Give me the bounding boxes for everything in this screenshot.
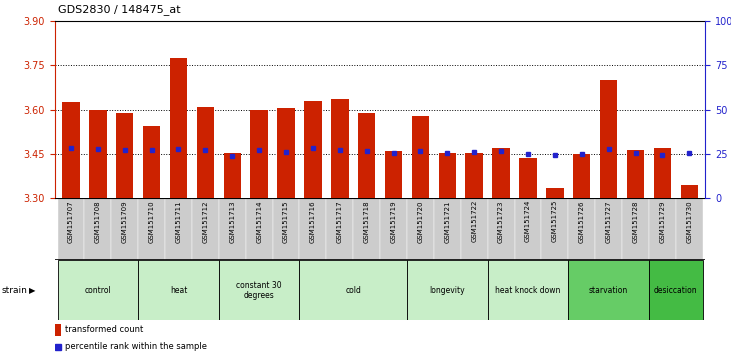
Text: GSM151725: GSM151725 bbox=[552, 200, 558, 242]
Bar bbox=[649, 198, 676, 260]
Bar bbox=[58, 260, 138, 320]
Bar bbox=[143, 126, 160, 198]
Bar bbox=[595, 198, 622, 260]
Text: cold: cold bbox=[345, 286, 361, 295]
Bar bbox=[138, 198, 165, 260]
Bar bbox=[219, 198, 246, 260]
Bar bbox=[300, 198, 326, 260]
Text: GSM151710: GSM151710 bbox=[148, 200, 155, 243]
Text: GSM151720: GSM151720 bbox=[417, 200, 423, 242]
Text: GSM151708: GSM151708 bbox=[95, 200, 101, 243]
Bar bbox=[138, 260, 219, 320]
Text: GSM151707: GSM151707 bbox=[68, 200, 74, 243]
Bar bbox=[568, 260, 649, 320]
Bar bbox=[407, 260, 488, 320]
Bar bbox=[304, 101, 322, 198]
Bar bbox=[654, 148, 671, 198]
Bar bbox=[622, 198, 649, 260]
Text: GSM151717: GSM151717 bbox=[337, 200, 343, 243]
Text: GSM151715: GSM151715 bbox=[283, 200, 289, 242]
Text: GSM151724: GSM151724 bbox=[525, 200, 531, 242]
Bar bbox=[600, 80, 618, 198]
Bar bbox=[55, 324, 61, 336]
Bar bbox=[626, 149, 644, 198]
Text: heat: heat bbox=[170, 286, 187, 295]
Text: GSM151727: GSM151727 bbox=[605, 200, 612, 242]
Bar bbox=[676, 198, 702, 260]
Text: strain: strain bbox=[1, 286, 27, 295]
Bar bbox=[219, 260, 300, 320]
Bar bbox=[353, 198, 380, 260]
Bar bbox=[62, 102, 80, 198]
Bar bbox=[573, 154, 591, 198]
Text: desiccation: desiccation bbox=[654, 286, 697, 295]
Bar bbox=[224, 153, 241, 198]
Text: GSM151723: GSM151723 bbox=[498, 200, 504, 242]
Bar bbox=[300, 260, 407, 320]
Text: GSM151726: GSM151726 bbox=[579, 200, 585, 242]
Bar bbox=[407, 198, 434, 260]
Bar bbox=[111, 198, 138, 260]
Text: GSM151730: GSM151730 bbox=[686, 200, 692, 243]
Bar bbox=[116, 113, 134, 198]
Bar bbox=[649, 260, 702, 320]
Text: GSM151718: GSM151718 bbox=[364, 200, 370, 243]
Bar bbox=[568, 198, 595, 260]
Bar bbox=[89, 110, 107, 198]
Text: GSM151722: GSM151722 bbox=[471, 200, 477, 242]
Text: percentile rank within the sample: percentile rank within the sample bbox=[65, 342, 207, 351]
Text: GSM151729: GSM151729 bbox=[659, 200, 665, 242]
Bar bbox=[439, 153, 456, 198]
Bar bbox=[358, 113, 376, 198]
Text: ▶: ▶ bbox=[29, 286, 36, 295]
Bar bbox=[493, 148, 510, 198]
Text: transformed count: transformed count bbox=[65, 325, 143, 334]
Bar bbox=[515, 198, 542, 260]
Text: constant 30
degrees: constant 30 degrees bbox=[236, 281, 282, 300]
Text: starvation: starvation bbox=[589, 286, 628, 295]
Text: GSM151719: GSM151719 bbox=[390, 200, 396, 243]
Text: GSM151716: GSM151716 bbox=[310, 200, 316, 243]
Text: GSM151711: GSM151711 bbox=[175, 200, 181, 243]
Bar bbox=[273, 198, 300, 260]
Text: GSM151712: GSM151712 bbox=[202, 200, 208, 242]
Bar bbox=[412, 116, 429, 198]
Bar bbox=[251, 110, 268, 198]
Bar bbox=[519, 158, 537, 198]
Bar bbox=[542, 198, 568, 260]
Bar bbox=[461, 198, 488, 260]
Bar bbox=[84, 198, 111, 260]
Bar bbox=[380, 198, 407, 260]
Bar bbox=[434, 198, 461, 260]
Bar bbox=[331, 99, 349, 198]
Text: heat knock down: heat knock down bbox=[496, 286, 561, 295]
Bar bbox=[385, 151, 402, 198]
Text: GDS2830 / 148475_at: GDS2830 / 148475_at bbox=[58, 5, 180, 15]
Bar bbox=[246, 198, 273, 260]
Bar bbox=[466, 153, 483, 198]
Bar bbox=[58, 198, 84, 260]
Bar bbox=[197, 107, 214, 198]
Bar bbox=[277, 108, 295, 198]
Bar bbox=[170, 58, 187, 198]
Text: control: control bbox=[85, 286, 111, 295]
Text: GSM151728: GSM151728 bbox=[632, 200, 638, 242]
Bar bbox=[165, 198, 192, 260]
Bar bbox=[326, 198, 353, 260]
Text: GSM151721: GSM151721 bbox=[444, 200, 450, 242]
Text: GSM151714: GSM151714 bbox=[256, 200, 262, 242]
Bar bbox=[681, 185, 698, 198]
Text: GSM151713: GSM151713 bbox=[230, 200, 235, 243]
Text: longevity: longevity bbox=[430, 286, 465, 295]
Bar bbox=[488, 260, 568, 320]
Bar bbox=[488, 198, 515, 260]
Bar bbox=[546, 188, 564, 198]
Bar bbox=[192, 198, 219, 260]
Text: GSM151709: GSM151709 bbox=[122, 200, 128, 243]
